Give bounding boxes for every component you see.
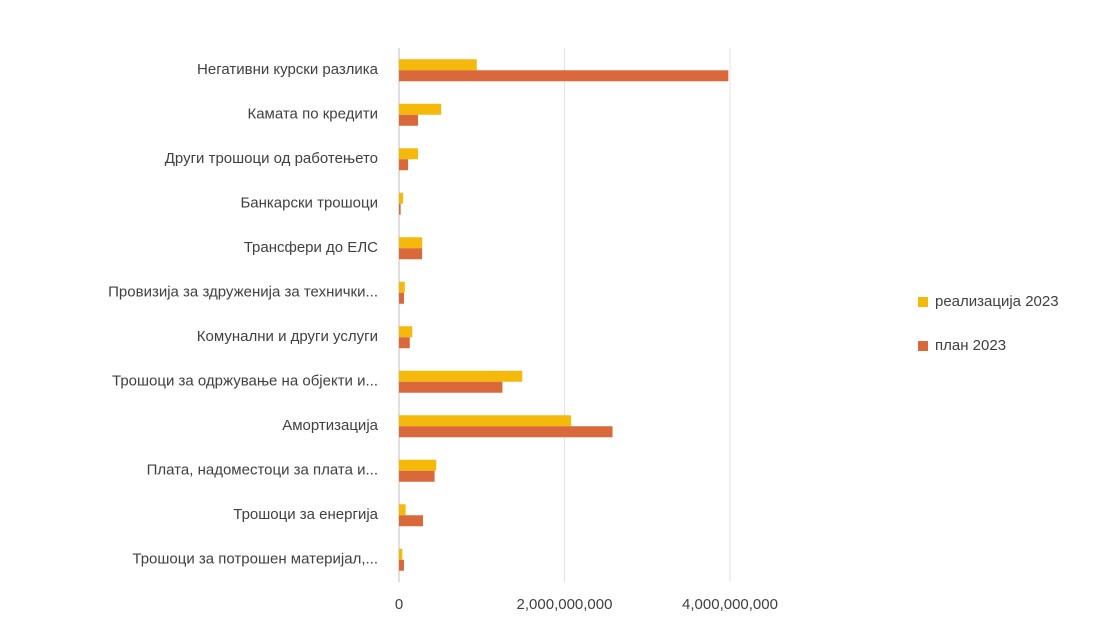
y-tick-label: Комунални и други услуги [197,328,378,345]
y-tick-label: Трансфери до ЕЛС [244,239,378,256]
y-tick-label: Камата по кредити [247,106,378,123]
bar [399,292,404,304]
legend-swatch [918,341,928,351]
bar [399,248,423,260]
bar [399,426,613,438]
bar [399,114,419,126]
y-tick-label: Банкарски трошоци [240,195,378,212]
bar [399,70,729,82]
bar [399,103,442,115]
x-tick-label: 2,000,000,000 [517,596,613,613]
bar [399,148,419,160]
bar [399,203,401,215]
bar [399,281,405,293]
bar [399,370,523,382]
legend-label: реализација 2023 [935,293,1059,310]
bar [399,515,423,527]
bar [399,381,503,393]
bar [399,459,437,471]
x-tick-label: 0 [395,596,403,613]
bar [399,470,435,482]
bar [399,548,403,560]
bar [399,415,572,427]
y-tick-label: Трошоци за потрошен материјал,... [132,551,378,568]
y-tick-label: Негативни курски разлика [197,61,379,78]
y-tick-label: Провизија за здруженија за технички... [108,284,378,301]
y-tick-label: Трошоци за одржување на објекти и... [112,373,378,390]
bar [399,59,477,71]
bar [399,504,406,516]
bar [399,326,413,338]
legend-swatch [918,297,928,307]
bar [399,159,409,171]
bar [399,559,404,571]
y-tick-label: Други трошоци од работењето [165,150,378,167]
bar [399,337,410,349]
y-tick-label: Трошоци за енергија [233,506,378,523]
x-tick-label: 4,000,000,000 [682,596,778,613]
bar [399,237,423,249]
bar [399,192,404,204]
y-tick-label: Плата, надоместоци за плата и... [147,462,378,479]
legend-label: план 2023 [935,337,1006,354]
y-tick-label: Амортизација [282,417,378,434]
